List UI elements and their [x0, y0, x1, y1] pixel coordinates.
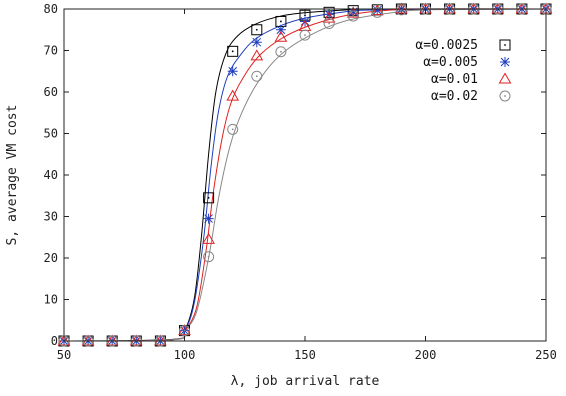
- legend-marker: [499, 39, 511, 51]
- data-point: [154, 334, 167, 346]
- x-tick-label: 250: [535, 348, 557, 362]
- data-point: [371, 6, 383, 18]
- data-point: [203, 192, 215, 204]
- data-point: [203, 213, 214, 224]
- data-point: [129, 334, 143, 346]
- data-point: [202, 232, 215, 244]
- x-tick-label: 150: [294, 348, 316, 362]
- legend-label: α=0.02: [431, 89, 478, 104]
- data-point: [372, 5, 383, 16]
- legend-marker: [498, 72, 512, 84]
- data-point: [203, 251, 215, 263]
- legend-label: α=0.0025: [415, 38, 478, 53]
- data-point: [179, 325, 190, 337]
- data-point: [275, 24, 286, 35]
- y-tick-label: 70: [44, 44, 58, 58]
- data-point: [274, 30, 288, 42]
- series-line: [63, 8, 547, 342]
- data-point: [227, 66, 238, 77]
- data-point: [323, 18, 335, 30]
- data-point: [299, 29, 311, 41]
- data-point: [348, 6, 359, 17]
- data-point: [81, 334, 95, 346]
- data-point: [250, 49, 264, 61]
- data-point: [370, 4, 384, 16]
- legend: α=0.0025 α=0.005 α=0.01 α=0.02: [415, 38, 512, 104]
- y-tick-label: 50: [44, 127, 58, 141]
- legend-label: α=0.01: [431, 72, 478, 87]
- data-point: [251, 37, 262, 48]
- x-axis-label: λ, job arrival rate: [231, 374, 380, 389]
- data-point: [515, 2, 529, 14]
- data-point: [322, 11, 336, 23]
- y-tick-label: 20: [44, 251, 58, 265]
- y-tick-label: 80: [44, 2, 58, 16]
- data-point: [226, 89, 240, 101]
- ticks: 50 100 150 200 250 0 10 20 30 40 50 60 70 80: [44, 2, 557, 362]
- data-point: [105, 334, 119, 346]
- data-point: [227, 45, 239, 57]
- data-point: [178, 324, 191, 336]
- y-tick-label: 30: [44, 210, 58, 224]
- data-point: [324, 9, 335, 20]
- data-point: [443, 2, 456, 14]
- x-tick-label: 100: [174, 348, 196, 362]
- x-tick-label: 200: [415, 348, 437, 362]
- legend-marker: [500, 57, 510, 67]
- y-tick-label: 40: [44, 168, 58, 182]
- data-point: [251, 70, 263, 82]
- data-point: [251, 24, 263, 36]
- legend-marker: [499, 90, 511, 102]
- y-tick-label: 60: [44, 85, 58, 99]
- data-point: [57, 334, 71, 346]
- data-point: [467, 2, 481, 14]
- data-point: [395, 2, 408, 14]
- data-point: [275, 46, 287, 58]
- y-axis-label: S, average VM cost: [5, 105, 20, 246]
- data-point: [227, 123, 239, 135]
- data-point: [491, 2, 505, 14]
- legend-label: α=0.005: [423, 55, 478, 70]
- data-point: [347, 10, 359, 22]
- y-tick-label: 0: [51, 334, 58, 348]
- y-tick-label: 10: [44, 293, 58, 307]
- x-tick-label: 50: [57, 348, 71, 362]
